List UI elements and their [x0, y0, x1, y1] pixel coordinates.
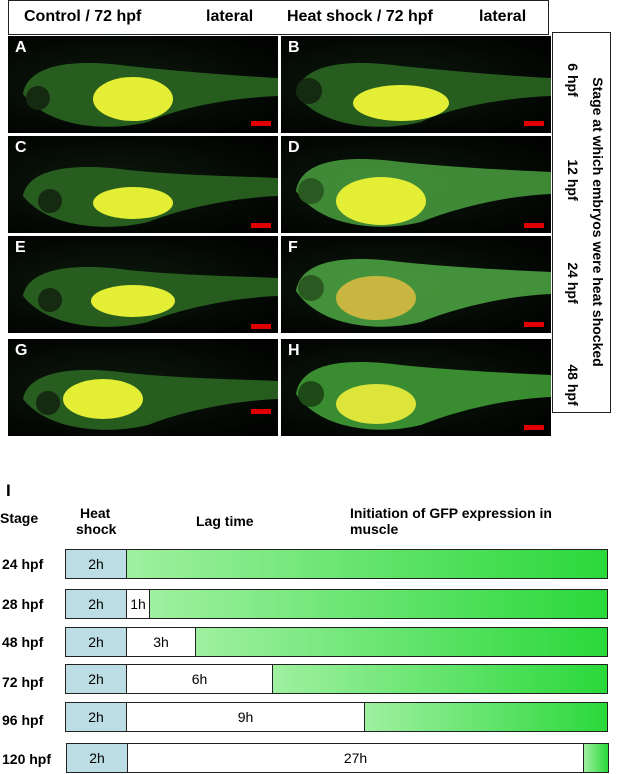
- header-box: [8, 0, 549, 35]
- scale-bar: [524, 322, 544, 327]
- panel-label: G: [15, 342, 28, 359]
- timeline-bar: 2h 27h: [66, 743, 609, 773]
- gfp-segment: [584, 744, 608, 772]
- timeline-bar: 2h 6h: [65, 664, 608, 694]
- row-stage-label: 96 hpf: [2, 712, 44, 728]
- panel-label: A: [15, 39, 27, 56]
- side-stage-12: 12 hpf: [565, 159, 581, 201]
- lag-segment: 6h: [127, 665, 273, 693]
- fish-image: [23, 370, 278, 430]
- panel-d: D: [281, 136, 551, 233]
- heat-shock-segment: 2h: [66, 665, 127, 693]
- control-header: Control / 72 hpf: [24, 8, 142, 25]
- heat-shock-segment: 2h: [66, 590, 127, 618]
- gfp-segment: [365, 703, 607, 731]
- heat-shock-segment: 2h: [66, 703, 127, 731]
- stage-column-header: Stage: [0, 510, 39, 526]
- heat-header: Heat shock / 72 hpf: [287, 8, 433, 25]
- fish-image: [23, 63, 278, 127]
- side-title: Stage at which embryos were heat shocked: [590, 77, 606, 367]
- panel-e: E: [8, 236, 278, 333]
- gfp-segment: [150, 590, 607, 618]
- fish-image: [296, 361, 551, 430]
- panel-c: C: [8, 136, 278, 233]
- side-stage-6: 6 hpf: [565, 63, 581, 97]
- scale-bar: [524, 121, 544, 126]
- scale-bar: [524, 425, 544, 430]
- heat-column-header-2: shock: [76, 521, 117, 537]
- scale-bar: [251, 324, 271, 329]
- panel-label: B: [288, 39, 300, 56]
- heat-view-label: lateral: [479, 8, 527, 25]
- scale-bar: [524, 223, 544, 228]
- control-view-label: lateral: [206, 8, 254, 25]
- panel-label: D: [288, 139, 300, 156]
- fish-image: [296, 258, 551, 327]
- gfp-column-header-1: Initiation of GFP expression in: [350, 505, 552, 521]
- scale-bar: [251, 223, 271, 228]
- fish-image: [296, 63, 551, 127]
- panel-label: C: [15, 139, 27, 156]
- gfp-segment: [127, 550, 607, 578]
- timeline-bar: 2h: [65, 549, 608, 579]
- scale-bar: [251, 121, 271, 126]
- panel-label-i: I: [6, 481, 11, 500]
- gfp-segment: [273, 665, 607, 693]
- row-stage-label: 72 hpf: [2, 674, 44, 690]
- side-stage-48: 48 hpf: [565, 364, 581, 406]
- fish-image: [23, 267, 278, 327]
- panel-f: F: [281, 236, 551, 333]
- row-stage-label: 120 hpf: [2, 751, 52, 767]
- timeline-bar: 2h 3h: [65, 627, 608, 657]
- fish-image: [296, 158, 551, 227]
- scale-bar: [251, 409, 271, 414]
- heat-shock-segment: 2h: [66, 550, 127, 578]
- lag-segment: 27h: [128, 744, 584, 772]
- gfp-column-header-2: muscle: [350, 521, 399, 537]
- heat-shock-segment: 2h: [66, 628, 127, 656]
- heat-column-header-1: Heat: [80, 505, 111, 521]
- panel-label: E: [15, 239, 26, 256]
- lag-segment: 9h: [127, 703, 365, 731]
- panel-label: H: [288, 342, 300, 359]
- gfp-segment: [196, 628, 607, 656]
- row-stage-label: 28 hpf: [2, 596, 44, 612]
- panel-label: F: [288, 239, 298, 256]
- row-stage-label: 24 hpf: [2, 556, 44, 572]
- panel-g: G: [8, 339, 278, 436]
- panel-b: B: [281, 36, 551, 133]
- lag-column-header: Lag time: [196, 513, 254, 529]
- timeline-bar: 2h 1h: [65, 589, 608, 619]
- lag-segment: 3h: [127, 628, 196, 656]
- side-stage-24: 24 hpf: [565, 262, 581, 304]
- fish-image: [23, 167, 278, 227]
- timeline-bar: 2h 9h: [65, 702, 608, 732]
- lag-segment: 1h: [127, 590, 150, 618]
- heat-shock-segment: 2h: [67, 744, 128, 772]
- stage-side-box: [552, 32, 611, 413]
- panel-h: H: [281, 339, 551, 436]
- row-stage-label: 48 hpf: [2, 634, 44, 650]
- panel-a: A: [8, 36, 278, 133]
